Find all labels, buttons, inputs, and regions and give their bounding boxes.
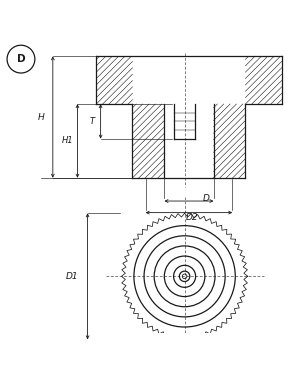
Text: D: D [203,194,210,203]
Text: H1: H1 [61,136,73,146]
Text: T: T [89,117,95,126]
Text: D: D [17,54,25,64]
Text: H: H [38,112,45,121]
Text: D1: D1 [65,272,78,281]
Text: D2: D2 [186,213,198,222]
